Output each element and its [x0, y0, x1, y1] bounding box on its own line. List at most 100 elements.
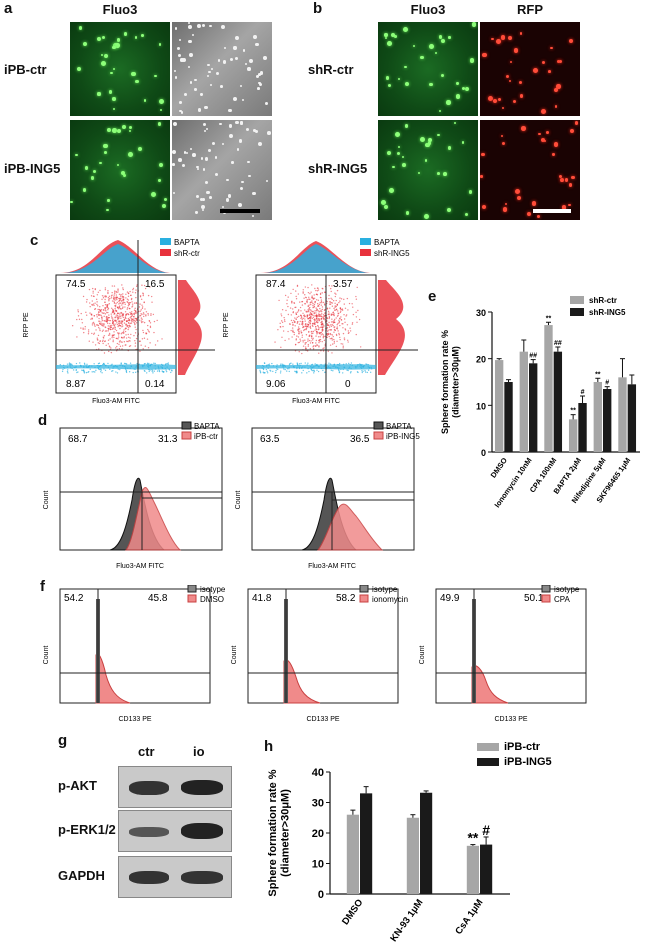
wb-row-pakt: p-AKT: [58, 778, 97, 793]
micrograph-a-ctr-fluo3: [70, 22, 170, 116]
category-label: DMSO: [489, 456, 509, 480]
significance-label: ##: [554, 340, 562, 347]
significance-label: #: [581, 389, 585, 396]
panel-f-figure: Count 54.2 45.8 isotype DMSO CD133 PE Co…: [43, 585, 587, 723]
ylabel-c2: RFP PE: [223, 312, 230, 337]
svg-text:DMSO: DMSO: [200, 595, 224, 604]
y-tick-label: 30: [476, 308, 486, 318]
wb-row-perk: p-ERK1/2: [58, 822, 116, 837]
histogram-d2: Count 63.5 36.5 BAPTA iPB-ING5 Fluo3-AM …: [235, 421, 420, 570]
bar: [627, 384, 637, 452]
c1-q4: 0.14: [145, 379, 165, 390]
band-pakt-io: [181, 780, 223, 795]
bar: [406, 817, 419, 894]
significance-label: **: [595, 371, 601, 378]
legend-swatch: [570, 308, 584, 316]
legend-label: shR-ctr: [589, 296, 617, 305]
svg-text:36.5: 36.5: [350, 434, 370, 445]
legend-c2-2: shR-ING5: [374, 249, 410, 258]
svg-text:BAPTA: BAPTA: [194, 422, 220, 431]
svg-text:CPA: CPA: [554, 595, 571, 604]
bar: [480, 844, 493, 894]
legend-swatch: [570, 296, 584, 304]
legend-c1-2: shR-ctr: [174, 249, 200, 258]
panel-label-e: e: [428, 288, 437, 305]
svg-text:49.9: 49.9: [440, 593, 460, 604]
bar-chart-h: 0 10 20 30 40 Sphere formation rate % (diamete…: [267, 741, 552, 944]
band-gapdh-ctr: [129, 871, 169, 884]
svg-text:CD133 PE: CD133 PE: [306, 716, 339, 723]
flow-dotplot-1: RFP PE 74.5 16.5 8.87 0.14 Fluo3-AM FITC…: [23, 238, 215, 405]
bar: [519, 351, 528, 452]
band-gapdh-io: [181, 871, 223, 884]
svg-text:ionomycin: ionomycin: [372, 595, 408, 604]
svg-text:Count: Count: [419, 646, 426, 665]
micrograph-b-ctr-rfp: [480, 22, 580, 116]
bar: [618, 377, 627, 452]
y-axis-label: (diameter>30μM): [450, 346, 460, 418]
bar: [494, 360, 504, 452]
panel-a-header: Fluo3: [102, 2, 138, 17]
scale-bar-b: [533, 209, 571, 213]
y-tick-label: 30: [312, 798, 324, 810]
legend-label: iPB-ING5: [504, 756, 552, 768]
significance-label: **: [570, 408, 576, 415]
svg-text:Count: Count: [43, 491, 50, 510]
bar: [529, 363, 538, 452]
y-tick-label: 0: [481, 448, 486, 458]
panel-a-row-1: iPB-ctr: [4, 62, 47, 77]
bar: [346, 814, 359, 894]
svg-text:Fluo3-AM FITC: Fluo3-AM FITC: [308, 563, 356, 570]
svg-text:68.7: 68.7: [68, 434, 88, 445]
significance-label: **: [467, 830, 478, 846]
svg-text:Fluo3-AM FITC: Fluo3-AM FITC: [116, 563, 164, 570]
legend-label: iPB-ctr: [504, 741, 541, 753]
wb-row-gapdh: GAPDH: [58, 868, 105, 883]
panel-label-h: h: [264, 738, 274, 755]
svg-text:BAPTA: BAPTA: [386, 422, 412, 431]
y-tick-label: 20: [312, 828, 324, 840]
bar-chart-e: 0 10 20 30 Sphere formation rate % (diameter>…: [440, 296, 640, 509]
blot-perk: [118, 810, 232, 852]
c2-q3: 9.06: [266, 379, 286, 390]
panel-c-figure: RFP PE 74.5 16.5 8.87 0.14 Fluo3-AM FITC…: [23, 238, 418, 405]
panel-d-figure: Count 68.7 31.3 BAPTA iPB-ctr Fluo3-AM F…: [43, 421, 420, 570]
micrograph-a-ing5-fluo3: [70, 120, 170, 220]
legend-swatch: [477, 758, 499, 766]
svg-text:31.3: 31.3: [158, 434, 178, 445]
significance-label: #: [605, 380, 609, 387]
category-label: CsA 1μM: [453, 897, 485, 936]
c1-q1: 74.5: [66, 279, 86, 290]
panel-b-header-rfp: RFP: [517, 2, 543, 17]
bar: [504, 382, 513, 452]
bar: [553, 351, 563, 452]
svg-text:Count: Count: [43, 646, 50, 665]
panel-a-row-2: iPB-ING5: [4, 161, 61, 176]
histogram-f3: Count 49.9 50.1 isotype CPA CD133 PE: [419, 585, 587, 723]
svg-text:isotype: isotype: [200, 585, 226, 594]
panel-label-b: b: [313, 0, 323, 17]
svg-text:iPB-ctr: iPB-ctr: [194, 432, 218, 441]
svg-text:isotype: isotype: [554, 585, 580, 594]
svg-text:63.5: 63.5: [260, 434, 280, 445]
significance-label: **: [546, 315, 552, 322]
svg-text:50.1: 50.1: [524, 593, 544, 604]
svg-text:58.2: 58.2: [336, 593, 356, 604]
category-label: DMSO: [340, 897, 365, 927]
histogram-d1: Count 68.7 31.3 BAPTA iPB-ctr Fluo3-AM F…: [43, 421, 223, 570]
xlabel-c1: Fluo3-AM FITC: [92, 398, 140, 405]
svg-text:CD133 PE: CD133 PE: [118, 716, 151, 723]
category-label: KN-93 1μM: [388, 897, 425, 944]
panel-label-a: a: [4, 0, 13, 17]
c2-q4: 0: [345, 379, 351, 390]
y-axis-label: Sphere formation rate %: [440, 330, 450, 434]
scale-bar-a: [220, 209, 260, 213]
flow-dotplot-2: RFP PE 87.4 3.57 9.06 0 Fluo3-AM FITC BA…: [223, 238, 418, 405]
significance-label: ##: [529, 353, 537, 360]
legend-swatch: [477, 743, 499, 751]
bar: [603, 389, 612, 452]
svg-text:isotype: isotype: [372, 585, 398, 594]
panel-label-f: f: [40, 578, 45, 595]
svg-text:54.2: 54.2: [64, 593, 84, 604]
bar: [466, 845, 479, 894]
